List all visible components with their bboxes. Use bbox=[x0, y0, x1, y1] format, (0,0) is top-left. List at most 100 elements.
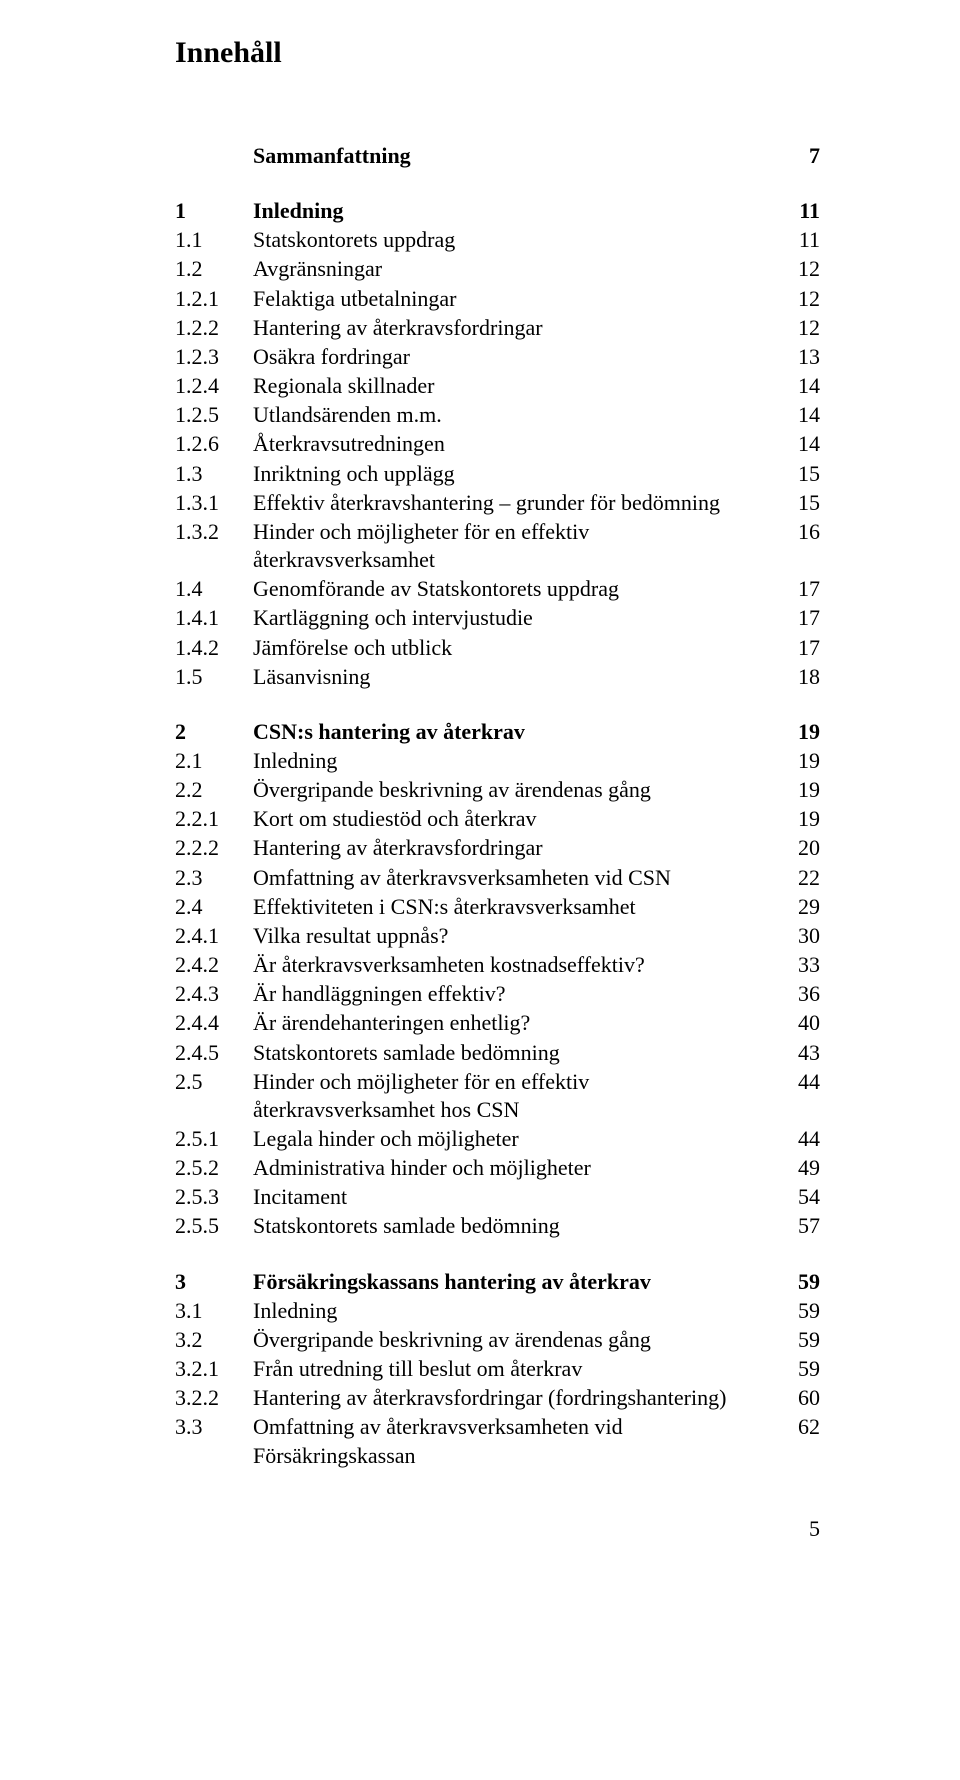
toc-page-number: 15 bbox=[780, 490, 820, 516]
toc-label: Inledning bbox=[253, 197, 780, 225]
toc-number: 2.5.1 bbox=[175, 1126, 253, 1152]
toc-number: 3.1 bbox=[175, 1298, 253, 1324]
toc-number: 1.5 bbox=[175, 664, 253, 690]
toc-page-number: 19 bbox=[780, 777, 820, 803]
toc-row: 1.4.2Jämförelse och utblick17 bbox=[175, 634, 820, 662]
toc-page-number: 14 bbox=[780, 373, 820, 399]
toc-row: 1.2.5Utlandsärenden m.m.14 bbox=[175, 401, 820, 429]
toc-label: Statskontorets samlade bedömning bbox=[253, 1212, 780, 1240]
toc-page-number: 59 bbox=[780, 1356, 820, 1382]
toc-row: 2.5.3Incitament54 bbox=[175, 1183, 820, 1211]
toc-label: Omfattning av återkravsverksamheten vid … bbox=[253, 1413, 780, 1469]
toc-row: 3.2Övergripande beskrivning av ärendenas… bbox=[175, 1326, 820, 1354]
footer-page-number: 5 bbox=[175, 1516, 820, 1542]
toc-number: 2.4 bbox=[175, 894, 253, 920]
toc-number: 3.3 bbox=[175, 1414, 253, 1440]
toc-row: 1.2.1Felaktiga utbetalningar12 bbox=[175, 285, 820, 313]
toc-page-number: 33 bbox=[780, 952, 820, 978]
toc-page-number: 14 bbox=[780, 402, 820, 428]
toc-row: 1.2.3Osäkra fordringar13 bbox=[175, 343, 820, 371]
toc-number: 1.1 bbox=[175, 227, 253, 253]
toc-row: 2.5.2Administrativa hinder och möjlighet… bbox=[175, 1154, 820, 1182]
toc-label: Felaktiga utbetalningar bbox=[253, 285, 780, 313]
toc-row: 3.3Omfattning av återkravsverksamheten v… bbox=[175, 1413, 820, 1469]
toc-number: 2.4.2 bbox=[175, 952, 253, 978]
toc-label: Sammanfattning bbox=[253, 142, 780, 170]
toc-number: 2.3 bbox=[175, 865, 253, 891]
toc-page-number: 18 bbox=[780, 664, 820, 690]
toc-row: 2.5.1Legala hinder och möjligheter44 bbox=[175, 1125, 820, 1153]
toc-row: 2.2Övergripande beskrivning av ärendenas… bbox=[175, 776, 820, 804]
toc-number: 3.2.1 bbox=[175, 1356, 253, 1382]
toc-page-number: 43 bbox=[780, 1040, 820, 1066]
toc-label: Osäkra fordringar bbox=[253, 343, 780, 371]
toc-label: Statskontorets samlade bedömning bbox=[253, 1039, 780, 1067]
toc-label: Vilka resultat uppnås? bbox=[253, 922, 780, 950]
toc-row: 2CSN:s hantering av återkrav19 bbox=[175, 718, 820, 746]
toc-label: Statskontorets uppdrag bbox=[253, 226, 780, 254]
toc-number: 2.2.1 bbox=[175, 806, 253, 832]
toc-number: 1.2.5 bbox=[175, 402, 253, 428]
toc-number: 1.4 bbox=[175, 576, 253, 602]
toc-row: 2.4.4Är ärendehanteringen enhetlig?40 bbox=[175, 1009, 820, 1037]
toc-label: Inledning bbox=[253, 747, 780, 775]
toc-page-number: 12 bbox=[780, 286, 820, 312]
toc-row: 3.1Inledning59 bbox=[175, 1297, 820, 1325]
toc-label: Legala hinder och möjligheter bbox=[253, 1125, 780, 1153]
toc-page-number: 17 bbox=[780, 605, 820, 631]
toc-number: 1.2.3 bbox=[175, 344, 253, 370]
toc-page-number: 59 bbox=[780, 1269, 820, 1295]
toc-page-number: 19 bbox=[780, 748, 820, 774]
toc-page-number: 12 bbox=[780, 256, 820, 282]
toc-page-number: 22 bbox=[780, 865, 820, 891]
toc-page-number: 57 bbox=[780, 1213, 820, 1239]
toc-row: 2.4.5Statskontorets samlade bedömning43 bbox=[175, 1039, 820, 1067]
toc-number: 1.3.1 bbox=[175, 490, 253, 516]
document-page: Innehåll Sammanfattning71Inledning111.1S… bbox=[0, 0, 960, 1602]
toc-page-number: 15 bbox=[780, 461, 820, 487]
toc-number: 2.5 bbox=[175, 1069, 253, 1095]
toc-page-number: 12 bbox=[780, 315, 820, 341]
toc-page-number: 54 bbox=[780, 1184, 820, 1210]
toc-label: Inriktning och upplägg bbox=[253, 460, 780, 488]
toc-number: 2.5.3 bbox=[175, 1184, 253, 1210]
toc-label: Är handläggningen effektiv? bbox=[253, 980, 780, 1008]
toc-number: 2.1 bbox=[175, 748, 253, 774]
toc-label: Läsanvisning bbox=[253, 663, 780, 691]
toc-label: Övergripande beskrivning av ärendenas gå… bbox=[253, 1326, 780, 1354]
toc-label: Återkravsutredningen bbox=[253, 430, 780, 458]
toc-page-number: 44 bbox=[780, 1069, 820, 1095]
toc-page-number: 14 bbox=[780, 431, 820, 457]
toc-number: 2.4.3 bbox=[175, 981, 253, 1007]
toc-row: 1.5Läsanvisning18 bbox=[175, 663, 820, 691]
toc-number: 2.5.5 bbox=[175, 1213, 253, 1239]
toc-label: Hantering av återkravsfordringar bbox=[253, 314, 780, 342]
toc-number: 1.2 bbox=[175, 256, 253, 282]
toc-page-number: 59 bbox=[780, 1327, 820, 1353]
toc-row: 2.4Effektiviteten i CSN:s återkravsverks… bbox=[175, 893, 820, 921]
toc-gap bbox=[175, 171, 820, 197]
toc-row: 1.2.2Hantering av återkravsfordringar12 bbox=[175, 314, 820, 342]
toc-number: 2.4.5 bbox=[175, 1040, 253, 1066]
toc-number: 1.2.6 bbox=[175, 431, 253, 457]
toc-page-number: 13 bbox=[780, 344, 820, 370]
toc-row: Sammanfattning7 bbox=[175, 142, 820, 170]
toc-number: 3.2.2 bbox=[175, 1385, 253, 1411]
toc-page-number: 11 bbox=[780, 198, 820, 224]
toc-page-number: 30 bbox=[780, 923, 820, 949]
toc-label: Hantering av återkravsfordringar (fordri… bbox=[253, 1384, 780, 1412]
toc-label: CSN:s hantering av återkrav bbox=[253, 718, 780, 746]
toc-page-number: 17 bbox=[780, 635, 820, 661]
toc-gap bbox=[175, 116, 820, 142]
toc-label: Effektiviteten i CSN:s återkravsverksamh… bbox=[253, 893, 780, 921]
toc-row: 3Försäkringskassans hantering av återkra… bbox=[175, 1268, 820, 1296]
document-title: Innehåll bbox=[175, 36, 820, 70]
toc-number: 1.4.1 bbox=[175, 605, 253, 631]
toc-page-number: 60 bbox=[780, 1385, 820, 1411]
toc-label: Övergripande beskrivning av ärendenas gå… bbox=[253, 776, 780, 804]
toc-row: 1.4Genomförande av Statskontorets uppdra… bbox=[175, 575, 820, 603]
toc-page-number: 16 bbox=[780, 519, 820, 545]
toc-label: Hinder och möjligheter för en effektiv å… bbox=[253, 518, 780, 574]
toc-row: 2.4.3Är handläggningen effektiv?36 bbox=[175, 980, 820, 1008]
toc-number: 2.5.2 bbox=[175, 1155, 253, 1181]
